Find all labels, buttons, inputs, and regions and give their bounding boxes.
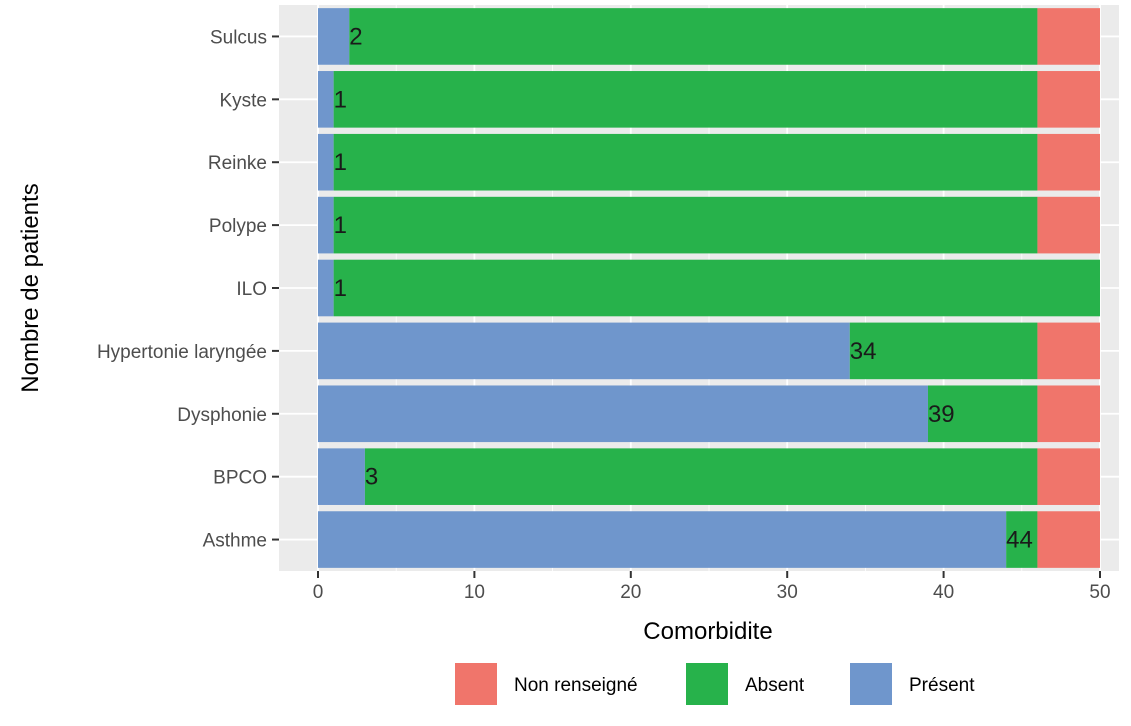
bar-non-renseigne [1037,511,1100,568]
bar-value-label: 44 [1006,527,1033,554]
x-tick-label: 0 [313,582,324,603]
bar-non-renseigne [1037,196,1100,254]
legend-label: Absent [745,675,805,696]
bar-non-renseigne [1037,133,1100,191]
bar-labels: 44 3 39 34 1 1 1 1 2 [334,23,1033,553]
legend-key [455,663,497,705]
bar-non-renseigne [1037,71,1100,128]
x-tick-label: 50 [1089,582,1110,603]
bar-absent [333,259,1100,317]
bar-absent [1006,511,1038,568]
bar-absent [927,385,1038,443]
bar-absent [364,448,1038,505]
bar-non-renseigne [1037,322,1100,380]
x-tick-label: 30 [777,582,798,603]
legend-key [686,663,728,705]
bar-present [318,259,334,317]
bar-present [318,448,365,505]
y-axis-title: Nombre de patients [17,183,44,392]
bar-present [318,8,350,65]
bar-present [318,385,928,443]
y-axis: Asthme BPCO Dysphonie Hypertonie laryngée IL… [97,27,279,552]
bar-present [318,322,850,380]
legend-label: Présent [909,675,975,696]
legend-key [850,663,892,705]
y-tick-label: BPCO [213,468,267,489]
bar-absent [333,71,1038,128]
bar-absent [333,196,1038,254]
bar-value-label: 34 [850,338,877,365]
bar-present [318,71,334,128]
bar-present [318,511,1007,568]
bar-non-renseigne [1037,385,1100,443]
bar-non-renseigne [1037,8,1100,65]
bar-value-label: 1 [334,275,347,302]
bars [318,8,1100,568]
x-axis-title: Comorbidite [643,618,772,645]
legend-label: Non renseigné [514,675,638,696]
bar-absent [349,8,1038,65]
y-tick-label: Hypertonie laryngée [97,342,267,363]
bar-absent [333,133,1038,191]
x-tick-label: 10 [464,582,485,603]
x-tick-label: 20 [620,582,641,603]
y-tick-label: Polype [209,216,267,237]
bar-value-label: 2 [349,23,362,50]
y-tick-label: Sulcus [210,27,267,48]
bar-present [318,133,334,191]
bar-present [318,196,334,254]
bar-non-renseigne [1037,448,1100,505]
bar-value-label: 39 [928,401,955,428]
y-tick-label: Asthme [203,531,267,552]
bar-absent [849,322,1038,380]
y-tick-label: Dysphonie [177,405,267,426]
y-tick-label: Kyste [219,90,267,111]
bar-value-label: 1 [334,86,347,113]
y-tick-label: ILO [236,279,267,300]
legend: Non renseigné Absent Présent [455,663,975,705]
x-tick-label: 40 [933,582,954,603]
y-tick-label: Reinke [208,153,267,174]
bar-value-label: 1 [334,212,347,239]
bar-value-label: 3 [365,464,378,491]
x-axis: 0 10 20 30 40 50 [313,571,1111,603]
bar-value-label: 1 [334,149,347,176]
